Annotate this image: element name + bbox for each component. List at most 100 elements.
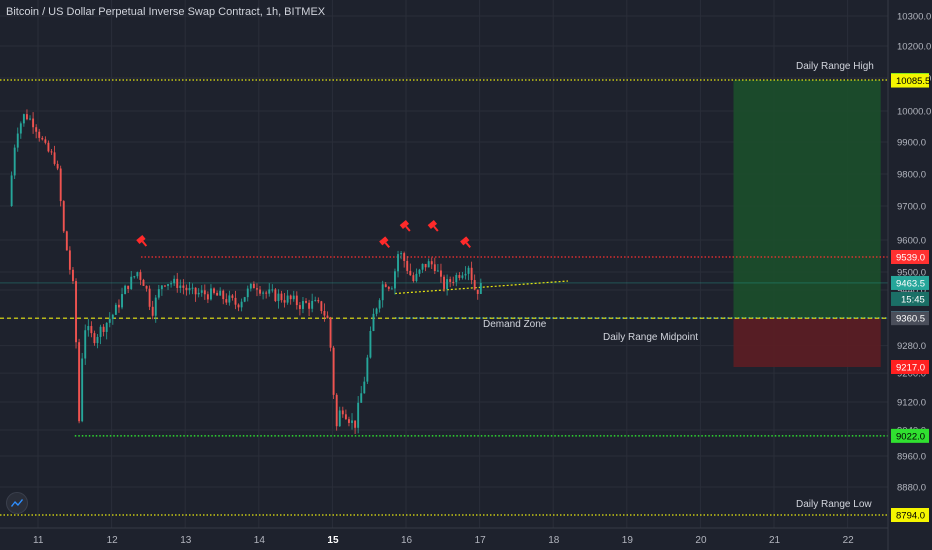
candle[interactable]: [182, 285, 185, 288]
candle[interactable]: [436, 270, 439, 272]
candle[interactable]: [256, 288, 258, 290]
candle[interactable]: [292, 295, 295, 300]
candle[interactable]: [470, 267, 473, 281]
candle[interactable]: [191, 287, 194, 289]
candle[interactable]: [409, 270, 412, 276]
price-tag[interactable]: [891, 508, 929, 522]
candle[interactable]: [59, 168, 62, 202]
candle[interactable]: [90, 326, 93, 334]
price-tag[interactable]: [891, 250, 929, 264]
candle[interactable]: [173, 278, 176, 284]
candle[interactable]: [458, 275, 461, 278]
price-tag[interactable]: [891, 428, 929, 443]
candle[interactable]: [29, 118, 31, 120]
candle[interactable]: [354, 420, 357, 428]
candle[interactable]: [311, 300, 314, 309]
candle[interactable]: [455, 275, 458, 283]
candle[interactable]: [289, 295, 292, 300]
candle[interactable]: [412, 275, 415, 282]
candle[interactable]: [479, 282, 482, 294]
candle[interactable]: [280, 293, 283, 301]
candle[interactable]: [65, 231, 68, 251]
candle[interactable]: [108, 318, 111, 323]
candle[interactable]: [259, 289, 261, 294]
candle[interactable]: [225, 299, 228, 303]
candle[interactable]: [305, 301, 307, 303]
candle[interactable]: [139, 272, 142, 280]
candle[interactable]: [348, 419, 350, 423]
candle[interactable]: [35, 127, 38, 132]
candle[interactable]: [160, 285, 163, 290]
candle[interactable]: [246, 288, 249, 298]
candle[interactable]: [32, 118, 35, 128]
candle[interactable]: [87, 326, 90, 331]
candle[interactable]: [406, 260, 409, 271]
candle[interactable]: [26, 114, 28, 120]
candle[interactable]: [384, 284, 387, 287]
candle[interactable]: [62, 201, 65, 232]
candle[interactable]: [418, 269, 421, 274]
candle[interactable]: [197, 292, 200, 295]
candle[interactable]: [357, 402, 360, 428]
candle[interactable]: [56, 163, 59, 169]
candle[interactable]: [118, 304, 120, 308]
candle[interactable]: [99, 326, 102, 337]
candle[interactable]: [13, 147, 16, 176]
candle[interactable]: [351, 420, 353, 423]
candle[interactable]: [298, 305, 301, 309]
candle[interactable]: [47, 142, 50, 152]
candle[interactable]: [127, 285, 130, 290]
candle[interactable]: [369, 330, 372, 358]
candle[interactable]: [133, 276, 136, 278]
candle[interactable]: [446, 279, 449, 289]
price-tag[interactable]: [891, 311, 929, 326]
candle[interactable]: [68, 250, 71, 270]
candle[interactable]: [111, 314, 114, 319]
candle[interactable]: [375, 308, 378, 314]
candle[interactable]: [145, 285, 148, 289]
candle[interactable]: [84, 330, 87, 359]
candle[interactable]: [424, 263, 427, 268]
candle[interactable]: [179, 285, 182, 288]
candle[interactable]: [216, 292, 219, 296]
candle[interactable]: [344, 414, 347, 420]
candle[interactable]: [16, 133, 19, 148]
candle[interactable]: [308, 302, 311, 309]
candle[interactable]: [467, 267, 470, 274]
candle[interactable]: [476, 289, 479, 294]
price-tag[interactable]: [891, 73, 929, 88]
candle[interactable]: [231, 295, 234, 298]
candle[interactable]: [400, 253, 403, 255]
candle[interactable]: [203, 290, 206, 295]
candle[interactable]: [268, 289, 271, 294]
candle[interactable]: [464, 273, 467, 276]
candle[interactable]: [332, 347, 335, 395]
candle[interactable]: [157, 289, 160, 298]
candle[interactable]: [314, 300, 317, 302]
candle[interactable]: [81, 358, 84, 422]
candle[interactable]: [234, 297, 237, 305]
candle[interactable]: [378, 300, 381, 309]
candle[interactable]: [295, 295, 298, 306]
candle[interactable]: [142, 279, 145, 286]
candle[interactable]: [243, 297, 246, 302]
price-tag[interactable]: [891, 360, 929, 374]
candle[interactable]: [237, 304, 240, 308]
candle[interactable]: [188, 288, 191, 291]
price-tag[interactable]: [891, 275, 929, 290]
candle[interactable]: [167, 284, 169, 286]
candle[interactable]: [154, 297, 157, 316]
candle[interactable]: [363, 381, 366, 394]
candle[interactable]: [136, 272, 139, 277]
candle[interactable]: [124, 285, 127, 295]
candle[interactable]: [366, 357, 369, 382]
candle[interactable]: [170, 283, 173, 285]
candle[interactable]: [121, 294, 123, 308]
candle[interactable]: [10, 175, 13, 206]
candle[interactable]: [252, 283, 255, 289]
candle[interactable]: [449, 279, 452, 282]
candle[interactable]: [302, 301, 304, 309]
candle[interactable]: [53, 152, 56, 164]
tradingview-logo-icon[interactable]: [6, 492, 28, 514]
candle[interactable]: [96, 336, 99, 344]
